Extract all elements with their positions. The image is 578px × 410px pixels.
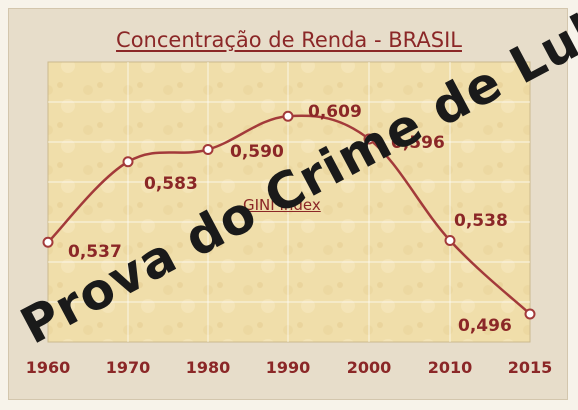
data-label: 0,583 (144, 173, 198, 194)
data-point (524, 308, 536, 320)
x-tick-label: 1990 (265, 358, 311, 377)
data-label: 0,538 (454, 210, 508, 231)
x-tick-label: 2010 (427, 358, 473, 377)
x-tick-label: 1960 (25, 358, 71, 377)
x-tick-label: 1980 (185, 358, 231, 377)
chart-subtitle: GINI Index (243, 196, 321, 214)
data-label: 0,496 (458, 316, 512, 336)
data-point (363, 133, 375, 145)
data-point (202, 144, 214, 155)
data-label: 0,609 (308, 102, 362, 123)
gridlines (48, 62, 530, 342)
data-point (444, 235, 456, 246)
data-markers (42, 110, 536, 320)
data-label: 0,590 (230, 141, 284, 162)
data-point (42, 236, 54, 248)
data-label: 0,596 (391, 133, 445, 153)
x-tick-label: 2015 (507, 358, 553, 377)
chart-title: Concentração de Renda - BRASIL (116, 28, 462, 52)
data-point (122, 156, 134, 168)
x-tick-label: 1970 (105, 358, 151, 377)
data-label: 0,537 (68, 242, 122, 263)
x-tick-label: 2000 (346, 358, 392, 377)
data-point (282, 110, 294, 122)
